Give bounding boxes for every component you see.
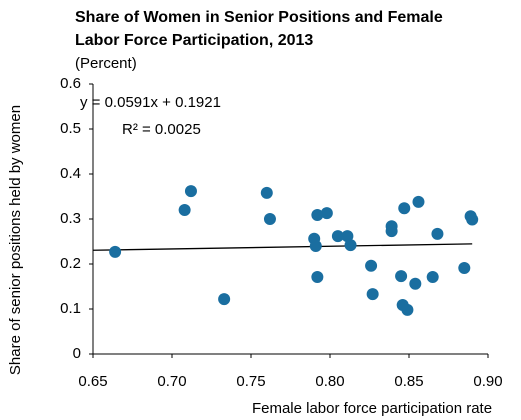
x-tick-label: 0.80 [315,373,344,390]
data-point [412,195,425,208]
x-tick-label: 0.85 [394,373,423,390]
y-tick-label: 0 [73,345,81,362]
trendline [92,243,473,251]
data-point [320,207,333,220]
chart-title: Labor Force Participation, 2013 [75,32,313,49]
y-tick-label: 0.6 [60,75,81,92]
data-point [458,262,471,275]
data-point [184,185,197,198]
y-tick-label: 0.5 [60,120,81,137]
x-axis-title: Female labor force participation rate [252,400,492,417]
data-point [385,225,398,238]
data-point [466,213,479,226]
data-point [311,271,324,284]
y-tick-label: 0.3 [60,210,81,227]
y-axis-title: Share of senior positions held by women [7,105,24,375]
chart-title: Share of Women in Senior Positions and F… [75,9,443,26]
y-tick-label: 0.2 [60,255,81,272]
data-point [331,230,344,243]
data-point [395,270,408,283]
data-point [401,303,414,316]
data-point [309,240,322,252]
x-tick-label: 0.65 [78,373,107,390]
data-point [109,245,122,258]
data-point [218,293,231,306]
x-tick-label: 0.75 [236,373,265,390]
annotation: y = 0.0591x + 0.1921 [80,94,221,111]
data-point [409,277,422,290]
data-point [341,230,354,243]
data-point [431,227,444,240]
chart-subtitle: (Percent) [75,55,137,72]
annotation: R² = 0.0025 [122,121,201,138]
data-point [311,208,324,221]
y-tick-label: 0.1 [60,300,81,317]
data-point [365,259,378,272]
data-point [426,271,439,284]
data-point [178,204,191,216]
y-tick-label: 0.4 [60,165,81,182]
data-point [398,202,411,215]
data-point [263,213,276,225]
x-tick-label: 0.90 [473,373,502,390]
data-point [366,288,379,301]
x-tick-label: 0.70 [157,373,186,390]
data-point [344,239,357,252]
data-point [260,186,273,199]
